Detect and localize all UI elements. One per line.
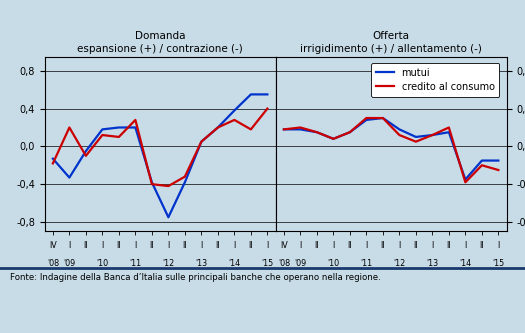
Text: '08: '08 — [278, 258, 290, 267]
Text: I: I — [332, 241, 334, 250]
Text: II: II — [381, 241, 385, 250]
Text: II: II — [414, 241, 418, 250]
Text: I: I — [134, 241, 136, 250]
Text: II: II — [150, 241, 154, 250]
Text: '09: '09 — [294, 258, 307, 267]
Text: II: II — [249, 241, 253, 250]
Text: '10: '10 — [96, 258, 109, 267]
Text: I: I — [299, 241, 301, 250]
Text: '15: '15 — [492, 258, 505, 267]
Text: Fonte: Indagine della Banca d’Italia sulle principali banche che operano nella r: Fonte: Indagine della Banca d’Italia sul… — [10, 273, 381, 282]
Text: II: II — [183, 241, 187, 250]
Title: Offerta
irrigidimento (+) / allentamento (-): Offerta irrigidimento (+) / allentamento… — [300, 31, 482, 54]
Text: '14: '14 — [228, 258, 240, 267]
Text: II: II — [447, 241, 451, 250]
Text: II: II — [216, 241, 220, 250]
Text: II: II — [314, 241, 319, 250]
Text: I: I — [497, 241, 499, 250]
Text: I: I — [365, 241, 368, 250]
Text: '15: '15 — [261, 258, 274, 267]
Text: II: II — [83, 241, 88, 250]
Text: '12: '12 — [393, 258, 405, 267]
Legend: mutui, credito al consumo: mutui, credito al consumo — [372, 63, 499, 97]
Text: I: I — [68, 241, 70, 250]
Text: '10: '10 — [327, 258, 340, 267]
Text: I: I — [398, 241, 401, 250]
Text: '14: '14 — [459, 258, 471, 267]
Text: I: I — [431, 241, 434, 250]
Text: I: I — [233, 241, 236, 250]
Text: '12: '12 — [162, 258, 174, 267]
Text: I: I — [266, 241, 268, 250]
Text: I: I — [464, 241, 467, 250]
Text: '08: '08 — [47, 258, 59, 267]
Text: I: I — [167, 241, 170, 250]
Title: Domanda
espansione (+) / contrazione (-): Domanda espansione (+) / contrazione (-) — [77, 31, 243, 54]
Text: '11: '11 — [129, 258, 141, 267]
Text: II: II — [348, 241, 352, 250]
Text: '09: '09 — [63, 258, 76, 267]
Text: '13: '13 — [195, 258, 207, 267]
Text: '13: '13 — [426, 258, 438, 267]
Text: II: II — [117, 241, 121, 250]
Text: I: I — [200, 241, 203, 250]
Text: IV: IV — [280, 241, 288, 250]
Text: '11: '11 — [360, 258, 372, 267]
Text: II: II — [480, 241, 484, 250]
Text: I: I — [101, 241, 103, 250]
Text: IV: IV — [49, 241, 57, 250]
